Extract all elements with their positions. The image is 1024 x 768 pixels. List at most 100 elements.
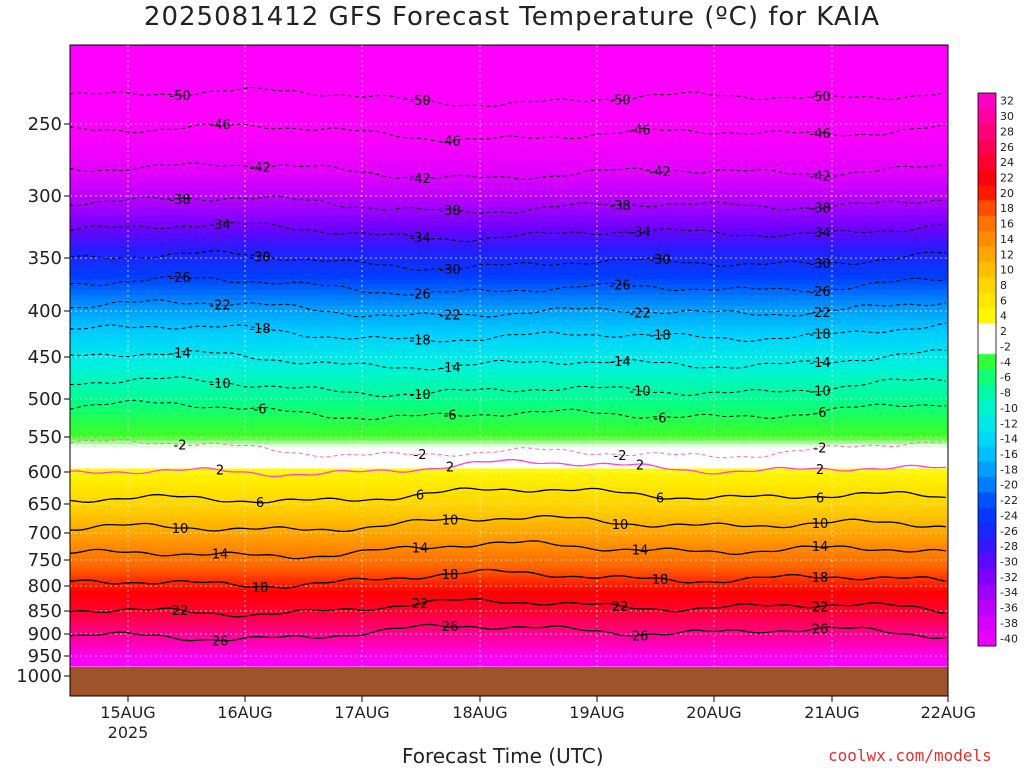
y-tick-label: 300 [28, 186, 62, 207]
contour-label: -2 [614, 449, 627, 464]
colorbar-tick-label: 6 [1000, 294, 1007, 307]
contour-line [70, 349, 947, 371]
contour-label: 10 [812, 517, 829, 532]
contour-label: 26 [632, 629, 649, 644]
contour-label: -6 [254, 402, 267, 417]
temperature-band [70, 425, 948, 430]
temperature-band [70, 305, 948, 312]
colorbar-swatch [978, 584, 996, 601]
colorbar-swatch [978, 615, 996, 632]
contour-label: -22 [629, 306, 650, 321]
y-tick-label: 250 [28, 114, 62, 135]
temperature-band [70, 399, 948, 404]
temperature-band [70, 284, 948, 291]
contour-line [70, 275, 947, 296]
contour-label: 26 [812, 623, 829, 638]
contour-label: 6 [256, 496, 264, 511]
temperature-band [70, 386, 948, 392]
temperature-band [70, 429, 948, 434]
temperature-band [70, 220, 948, 228]
colorbar-swatch [978, 277, 996, 294]
temperature-band [70, 573, 948, 577]
colorbar-swatch [978, 492, 996, 509]
temperature-band [70, 560, 948, 564]
contour-label: -30 [439, 263, 460, 278]
temperature-band [70, 251, 948, 259]
colorbar-tick-label: 26 [1000, 141, 1014, 154]
temperature-band [70, 521, 948, 525]
temperature-band [70, 233, 948, 240]
contour-line [70, 87, 947, 107]
colorbar-tick-label: -18 [1000, 463, 1018, 476]
contour-label: -22 [209, 299, 230, 314]
colorbar-tick-label: 32 [1000, 95, 1014, 108]
colorbar-swatch [978, 369, 996, 386]
colorbar-swatch [978, 169, 996, 186]
credit-link[interactable]: coolwx.com/models [828, 746, 992, 765]
temperature-band [70, 394, 948, 400]
temperature-band [70, 484, 948, 489]
temperature-band [70, 406, 948, 411]
temperature-band [70, 518, 948, 522]
contour-line [70, 568, 947, 589]
contour-label: -22 [439, 309, 460, 324]
temperature-band [70, 549, 948, 553]
colorbar-tick-label: 22 [1000, 171, 1014, 184]
temperature-band [70, 658, 948, 661]
temperature-band [70, 557, 948, 561]
temperature-band [70, 578, 948, 582]
colorbar-swatch [978, 553, 996, 570]
contour-label: 6 [656, 492, 664, 507]
x-axis-label: Forecast Time (UTC) [402, 744, 604, 768]
colorbar-tick-label: -8 [1000, 387, 1011, 400]
colorbar-swatch [978, 292, 996, 309]
contour-line [70, 162, 947, 181]
colorbar-swatch [978, 446, 996, 463]
contour-label: 22 [412, 597, 429, 612]
temperature-band [70, 338, 948, 344]
y-tick-label: 850 [28, 601, 62, 622]
contour-label: 26 [442, 620, 459, 635]
y-tick-label: 650 [28, 494, 62, 515]
temperature-band [70, 239, 948, 247]
colorbar-swatch [978, 231, 996, 248]
temperature-band [70, 84, 948, 93]
contour-label: -18 [249, 322, 270, 337]
temperature-band [70, 506, 948, 511]
contour-label: 2 [446, 461, 454, 476]
colorbar-tick-label: -6 [1000, 371, 1011, 384]
colorbar-swatch [978, 384, 996, 401]
temperature-band [70, 494, 948, 499]
temperature-band [70, 562, 948, 566]
contour-label: 10 [442, 513, 459, 528]
temperature-band [70, 465, 948, 470]
colorbar-tick-label: -30 [1000, 556, 1018, 569]
colorbar-swatch [978, 154, 996, 171]
temperature-band [70, 475, 948, 479]
temperature-band [70, 660, 948, 663]
temperature-band [70, 334, 948, 340]
temperature-band [70, 444, 948, 449]
colorbar-swatch [978, 400, 996, 417]
temperature-band [70, 295, 948, 301]
temperature-field [70, 45, 948, 667]
y-tick-label: 700 [28, 523, 62, 544]
colorbar-tick-label: -14 [1000, 433, 1018, 446]
contour-label: 22 [812, 601, 829, 616]
temperature-band [70, 324, 948, 330]
contour-label: 14 [812, 540, 829, 555]
contour-label: -30 [249, 250, 270, 265]
y-tick-label: 500 [28, 389, 62, 410]
temperature-band [70, 433, 948, 438]
colorbar-tick-label: 20 [1000, 187, 1014, 200]
colorbar-tick-label: -4 [1000, 356, 1011, 369]
contour-line [70, 376, 947, 398]
temperature-band [70, 68, 948, 78]
temperature-band [70, 620, 948, 624]
temperature-band [70, 188, 948, 197]
colorbar-tick-label: 24 [1000, 156, 1014, 169]
colorbar-swatch [978, 215, 996, 232]
colorbar-swatch [978, 569, 996, 586]
temperature-band [70, 454, 948, 459]
contour-label: -38 [609, 199, 630, 214]
